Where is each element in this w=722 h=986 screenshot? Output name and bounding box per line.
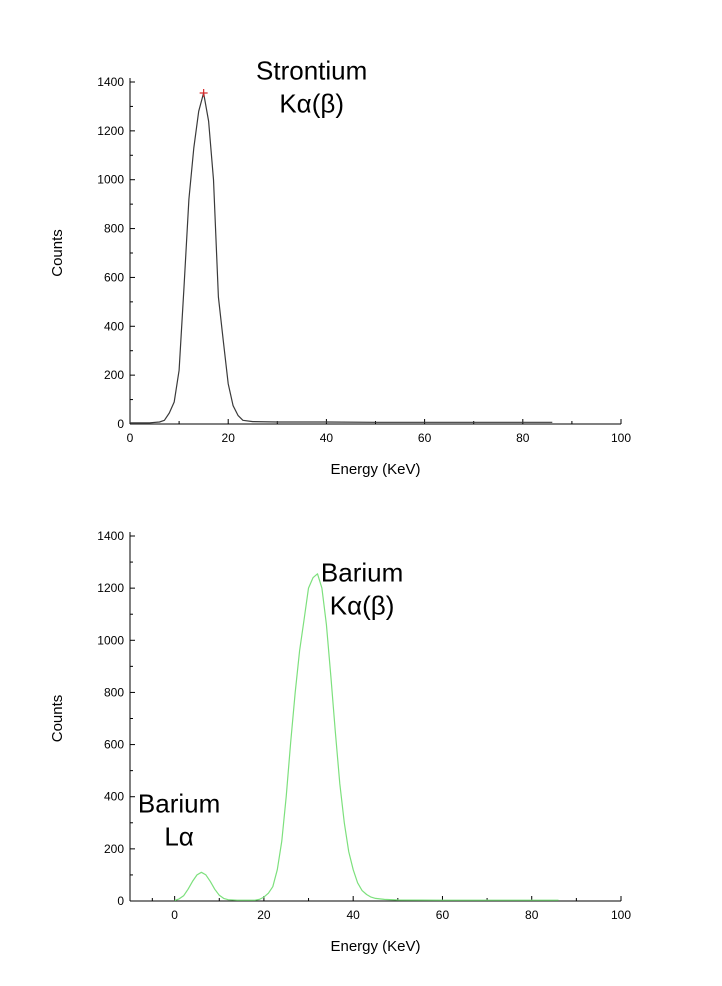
y-tick-label: 1400 — [97, 529, 124, 543]
x-tick-label: 40 — [320, 431, 334, 445]
x-tick-label: 20 — [222, 431, 236, 445]
y-axis-title: Counts — [49, 229, 66, 277]
x-tick-label: 20 — [257, 908, 271, 922]
annotation-label: Lα — [164, 821, 194, 851]
annotation-label: Kα(β) — [330, 591, 395, 621]
y-tick-label: 600 — [104, 270, 124, 284]
x-tick-label: 0 — [127, 431, 134, 445]
x-tick-label: 80 — [525, 908, 539, 922]
chart-barium: 0 200 400 600 800 1000 1200 1400 0 20 40 60 80 100 Ene… — [49, 529, 631, 955]
y-tick-label: 1000 — [97, 173, 124, 187]
x-tick-label: 80 — [516, 431, 530, 445]
y-tick-label: 0 — [117, 894, 124, 908]
series-line — [174, 573, 559, 902]
x-tick-label: 60 — [418, 431, 432, 445]
y-tick-label: 600 — [104, 738, 124, 752]
y-tick-label: 1000 — [97, 633, 124, 647]
y-tick-label: 0 — [117, 417, 124, 431]
y-tick-label: 400 — [104, 319, 124, 333]
y-tick-label: 1200 — [97, 581, 124, 595]
chart-strontium: 0 200 400 600 800 1000 1200 1400 0 20 40 60 80 100 Ene… — [49, 56, 631, 478]
x-tick-label: 40 — [347, 908, 361, 922]
x-tick-label: 100 — [611, 908, 631, 922]
y-tick-label: 1200 — [97, 124, 124, 138]
y-tick-label: 800 — [104, 685, 124, 699]
x-axis-title: Energy (KeV) — [330, 461, 420, 478]
x-tick-label: 0 — [171, 908, 178, 922]
y-tick-label: 200 — [104, 368, 124, 382]
annotation-label: Strontium — [256, 56, 367, 86]
y-tick-label: 400 — [104, 790, 124, 804]
series-line — [130, 92, 553, 424]
annotation-label: Barium — [321, 558, 403, 588]
y-tick-label: 200 — [104, 842, 124, 856]
y-tick-label: 800 — [104, 222, 124, 236]
peak-marker — [199, 88, 208, 97]
x-axis-title: Energy (KeV) — [330, 938, 420, 955]
annotation-label: Kα(β) — [279, 89, 344, 119]
y-axis-title: Counts — [49, 695, 66, 743]
x-tick-label: 60 — [436, 908, 450, 922]
x-tick-label: 100 — [611, 431, 631, 445]
annotation-label: Barium — [138, 788, 220, 818]
y-tick-label: 1400 — [97, 75, 124, 89]
